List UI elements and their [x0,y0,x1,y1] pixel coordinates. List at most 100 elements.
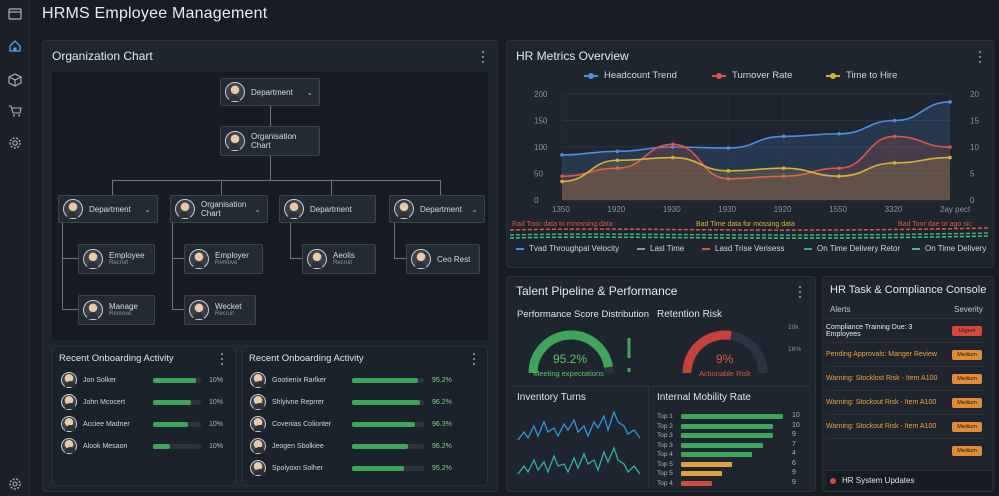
perf-value: 95.2% [553,352,588,366]
menu-icon[interactable] [7,6,23,22]
band-line [509,232,991,236]
org-node-leaf[interactable]: Manage Remove [78,295,155,325]
employee-name: Alook Mesaon [83,442,128,450]
legend-label: Headcount Trend [604,70,677,81]
onboarding-left-title: Recent Onboarding Activity [59,353,174,364]
severity-badge: Medium [952,373,982,384]
chart-note: Rad Tooc data to rnnossing data [512,221,613,228]
avatar [175,199,195,219]
data-point [948,145,952,149]
org-node-dept-1[interactable]: Department ⌄ [58,195,158,223]
alert-row[interactable]: Medium [826,438,986,462]
severity-badge: Medium [952,349,982,360]
employee-name: Acciee Madner [83,420,130,428]
connector [172,258,184,259]
org-node-dept-3[interactable]: Department [279,195,376,223]
mobility-label: Top 3 [657,441,673,449]
divider [512,386,810,387]
org-node-leaf[interactable]: Ceo Rest [406,244,480,274]
alert-row[interactable]: Compliance Training Due: 3 Employees Urge… [826,318,986,342]
chevron-down-icon[interactable]: ⌄ [254,205,261,214]
app-title: HRMS Employee Management [42,5,268,22]
status-dot-icon [830,477,836,484]
org-node-level2[interactable]: Organisation Chart [220,126,320,156]
col-severity: Severity [954,305,983,314]
list-item[interactable]: Shlyivne Reprrer 96.2% [250,392,452,412]
y-tick-right: 10 [970,143,979,152]
home-icon[interactable] [7,38,23,54]
alert-text: Compliance Training Due: 3 Employees [826,323,913,338]
list-item[interactable]: Acciee Madner 10% [61,414,223,434]
progress-value: 10% [209,398,224,406]
x-tick: 1930 [718,205,736,214]
mobility-tick: 10 [792,412,800,419]
org-node-label: Wecket [215,302,242,311]
bottom-legend-item: On Time Delivery Retor [804,244,900,253]
box-icon[interactable] [7,72,23,88]
org-chart-menu-icon[interactable] [481,51,485,63]
connector [290,258,302,259]
org-node-dept-2[interactable]: Organisation Chart ⌄ [170,195,268,223]
cart-icon[interactable] [7,103,23,119]
x-tick: 1930 [663,205,681,214]
chevron-down-icon[interactable]: ⌄ [144,205,151,214]
hr-metrics-menu-icon[interactable] [978,51,982,63]
chevron-down-icon[interactable]: ⌄ [306,88,313,97]
list-item[interactable]: Covenias Colionter 96.3% [250,414,452,434]
alert-row[interactable]: Pending Approvals: Manger Review Medium [826,342,986,366]
org-node-dept-4[interactable]: Department ⌄ [389,195,485,223]
list-item[interactable]: Spolyoxn Solher 95.2% [250,458,452,478]
settings-icon[interactable] [7,476,23,492]
task-title: HR Task & Compliance Console [830,284,987,296]
legend-label: Tvad Throughpal Velocity [529,244,620,253]
list-item[interactable]: John Mcocert 10% [61,392,223,412]
progress-track [153,377,201,383]
onboarding-left-menu-icon[interactable] [220,353,224,365]
connector [270,106,271,127]
employee-name: Covenias Colionter [272,420,332,428]
progress-track [352,465,424,471]
mobility-bar [681,471,722,476]
onboarding-right-menu-icon[interactable] [472,353,476,365]
gear-icon[interactable] [7,135,23,151]
avatar [61,372,77,388]
org-node-leaf[interactable]: Employer Remove [184,244,263,274]
data-point [726,146,731,150]
inventory-sparkline [517,410,641,475]
avatar [83,300,103,320]
org-chart-title: Organization Chart [52,49,153,63]
org-node-leaf[interactable]: Aeolis Recruit [302,244,376,274]
list-item[interactable]: Jon Solker 10% [61,370,223,390]
avatar [189,249,209,269]
org-node-leaf[interactable]: Wecket Recruit [184,295,256,325]
y-tick-left: 150 [534,117,548,126]
status-bar[interactable]: HR System Updates [826,470,992,490]
mobility-title: Internal Mobility Rate [657,392,751,403]
data-point [615,158,620,163]
gauge-fill [682,330,732,374]
progress-value: 96.2% [432,442,452,450]
progress-track [153,443,201,449]
org-node-sublabel: Recruit [333,260,353,266]
chevron-down-icon[interactable]: ⌄ [471,205,478,214]
data-point [671,145,675,149]
org-node-leaf[interactable]: Employee Recruit [78,244,155,274]
progress-value: 95.2% [432,464,452,472]
progress-track [352,443,424,449]
y-tick-right: 5 [970,170,975,179]
progress-fill [352,465,404,471]
alert-row[interactable]: Warning: Stockout Risk - Item A100 Medium [826,414,986,438]
list-item[interactable]: Jeogen Sbolkiee 96.2% [250,436,452,456]
org-node-root[interactable]: Department ⌄ [220,78,320,106]
y-tick-left: 100 [534,143,548,152]
alert-row[interactable]: Warning: Stockout Risk - Item A100 Medium [826,390,986,414]
list-item[interactable]: Alook Mesaon 10% [61,436,223,456]
list-item[interactable]: Gootienix Rarlker 95.2% [250,370,452,390]
progress-fill [153,421,188,427]
progress-fill [352,377,419,383]
onboarding-right-title: Recent Onboarding Activity [249,353,364,364]
talent-menu-icon[interactable] [798,286,802,298]
alert-row[interactable]: Warning: Stocklost Risk - Item A100 Mediu… [826,366,986,390]
legend-time-to-hire: Time to Hire [826,70,897,81]
org-node-label: Ceo Rest [437,254,471,264]
